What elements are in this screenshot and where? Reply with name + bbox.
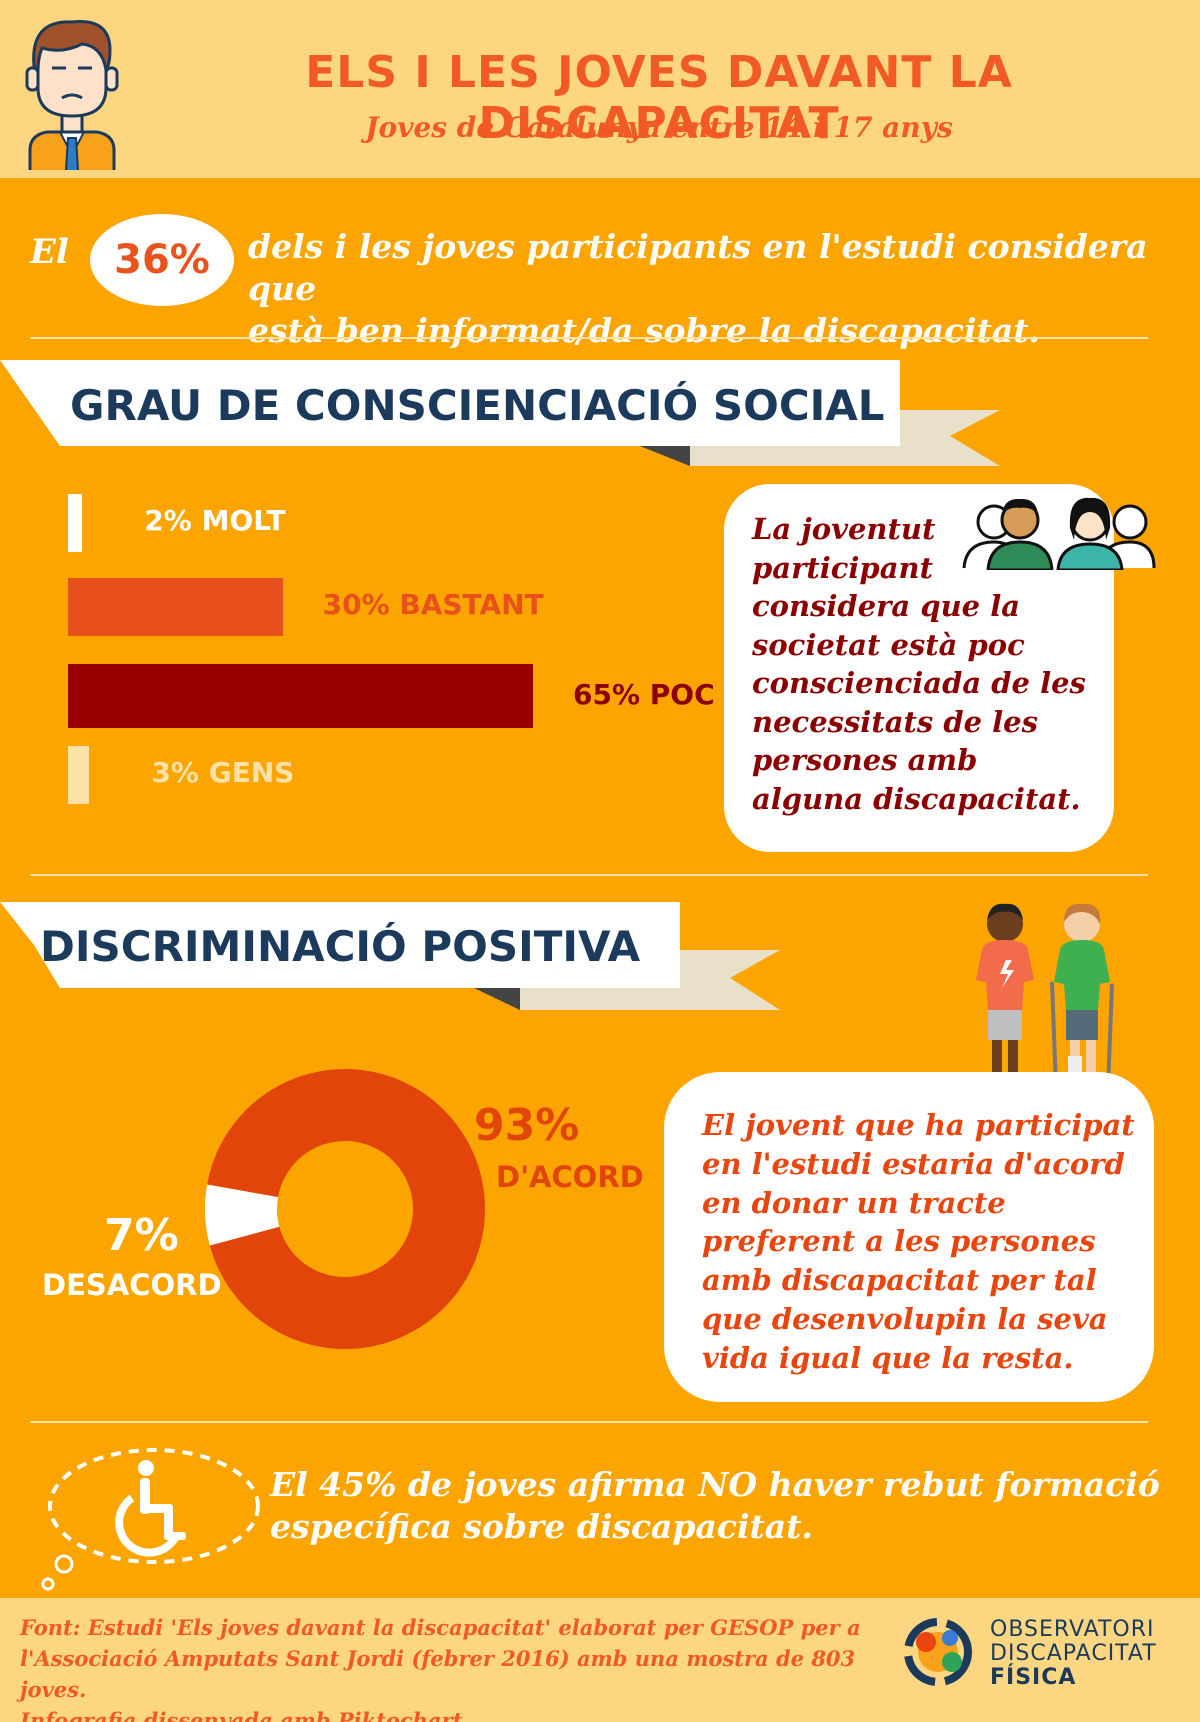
intro-line-1: dels i les joves participants en l'estud… [248, 227, 1148, 308]
discrimination-callout-bubble [664, 1072, 1154, 1402]
awareness-callout-line-4: societat està poc [752, 627, 1025, 662]
discrimination-callout-text: El jovent que ha participat en l'estudi e… [702, 1106, 1135, 1378]
intro-line-2: està ben informat/da sobre la discapacit… [248, 311, 1040, 350]
agree-category-label: D'ACORD [496, 1160, 644, 1194]
source-line-2: l'Associació Amputats Sant Jordi (febrer… [20, 1646, 856, 1702]
divider [30, 337, 1148, 339]
intro-prefix: El [30, 232, 69, 272]
discrimination-callout-line-2: en l'estudi estaria d'acord [702, 1146, 1125, 1181]
discrimination-callout-line-4: preferent a les persones [702, 1224, 1096, 1259]
logo-line-2: DISCAPACITAT [990, 1641, 1157, 1666]
bar-label-poc: 65% POC [573, 678, 715, 711]
awareness-callout-bubble [724, 484, 1114, 852]
donut-slice-disagree [205, 1184, 280, 1246]
divider [30, 874, 1148, 876]
agreement-donut-chart [205, 1069, 486, 1349]
logo-line-1: OBSERVATORI [990, 1617, 1155, 1642]
awareness-callout-line-7: persones amb [752, 743, 978, 777]
informed-percent-badge: 36% [90, 214, 234, 306]
kids-illustration-icon [976, 903, 1114, 1089]
discrimination-heading: DISCRIMINACIÓ POSITIVA [40, 922, 641, 971]
source-line-1: Font: Estudi 'Els joves davant la discap… [20, 1615, 861, 1640]
training-line-1: El 45% de joves afirma NO haver rebut fo… [270, 1465, 1160, 1504]
discrimination-callout-line-7: vida igual que la resta. [702, 1340, 1074, 1375]
bar-gens [68, 746, 90, 804]
bar-label-bastant: 30% BASTANT [322, 588, 544, 621]
header-band [0, 0, 1200, 178]
awareness-callout-line-5: conscienciada de les [752, 666, 1086, 700]
awareness-callout-line-2: participant [752, 550, 933, 585]
awareness-ribbon [0, 360, 1000, 466]
people-icon [962, 497, 1156, 570]
agree-percent-label: 93% [474, 1100, 580, 1151]
discrimination-callout-line-6: que desenvolupin la seva [702, 1301, 1108, 1336]
observatori-logo-icon [904, 1618, 972, 1686]
disagree-percent-label: 7% [104, 1210, 179, 1261]
discrimination-callout-line-5: amb discapacitat per tal [702, 1263, 1097, 1298]
bar-bastant [68, 578, 283, 636]
bar-label-molt: 2% MOLT [144, 504, 286, 537]
disagree-category-label: DESACORD [42, 1268, 222, 1302]
thought-bubble-wheelchair-icon [41, 1448, 260, 1591]
training-line-2: específica sobre discapacitat. [270, 1507, 813, 1546]
awareness-callout-line-8: alguna discapacitat. [752, 781, 1081, 816]
page-subtitle: Joves de Catalunya entre 14 i 17 anys [365, 111, 953, 144]
bar-poc [68, 664, 533, 728]
awareness-callout-line-6: necessitats de les [752, 704, 1038, 739]
awareness-heading: GRAU DE CONSCIENCIACIÓ SOCIAL [70, 381, 885, 430]
training-statement: El 45% de joves afirma NO haver rebut fo… [270, 1464, 1170, 1548]
observatori-logo-text: OBSERVATORI DISCAPACITAT FÍSICA [990, 1618, 1157, 1690]
logo-line-3: FÍSICA [990, 1665, 1077, 1690]
source-line-3: Infografia dissenyada amb Piktochart. [20, 1708, 470, 1722]
awareness-callout-line-1: La joventut [752, 512, 936, 546]
discrimination-ribbon [0, 902, 780, 1010]
footer-band [0, 1598, 1200, 1722]
bar-molt [68, 494, 83, 552]
bar-label-gens: 3% GENS [151, 756, 295, 789]
awareness-callout-text: La joventut participant considera que la so… [752, 510, 1086, 818]
awareness-callout-line-3: considera que la [752, 589, 1021, 623]
divider [30, 1421, 1148, 1423]
donut-slice-agree [207, 1069, 486, 1349]
person-avatar-icon [25, 20, 119, 170]
discrimination-callout-line-1: El jovent que ha participat [702, 1108, 1135, 1142]
discrimination-callout-line-3: en donar un tracte [702, 1185, 1006, 1220]
intro-statement: dels i les joves participants en l'estud… [248, 226, 1148, 352]
source-note: Font: Estudi 'Els joves davant la discap… [20, 1612, 900, 1722]
page-title: ELS I LES JOVES DAVANT LA DISCAPACITAT [305, 47, 1013, 149]
